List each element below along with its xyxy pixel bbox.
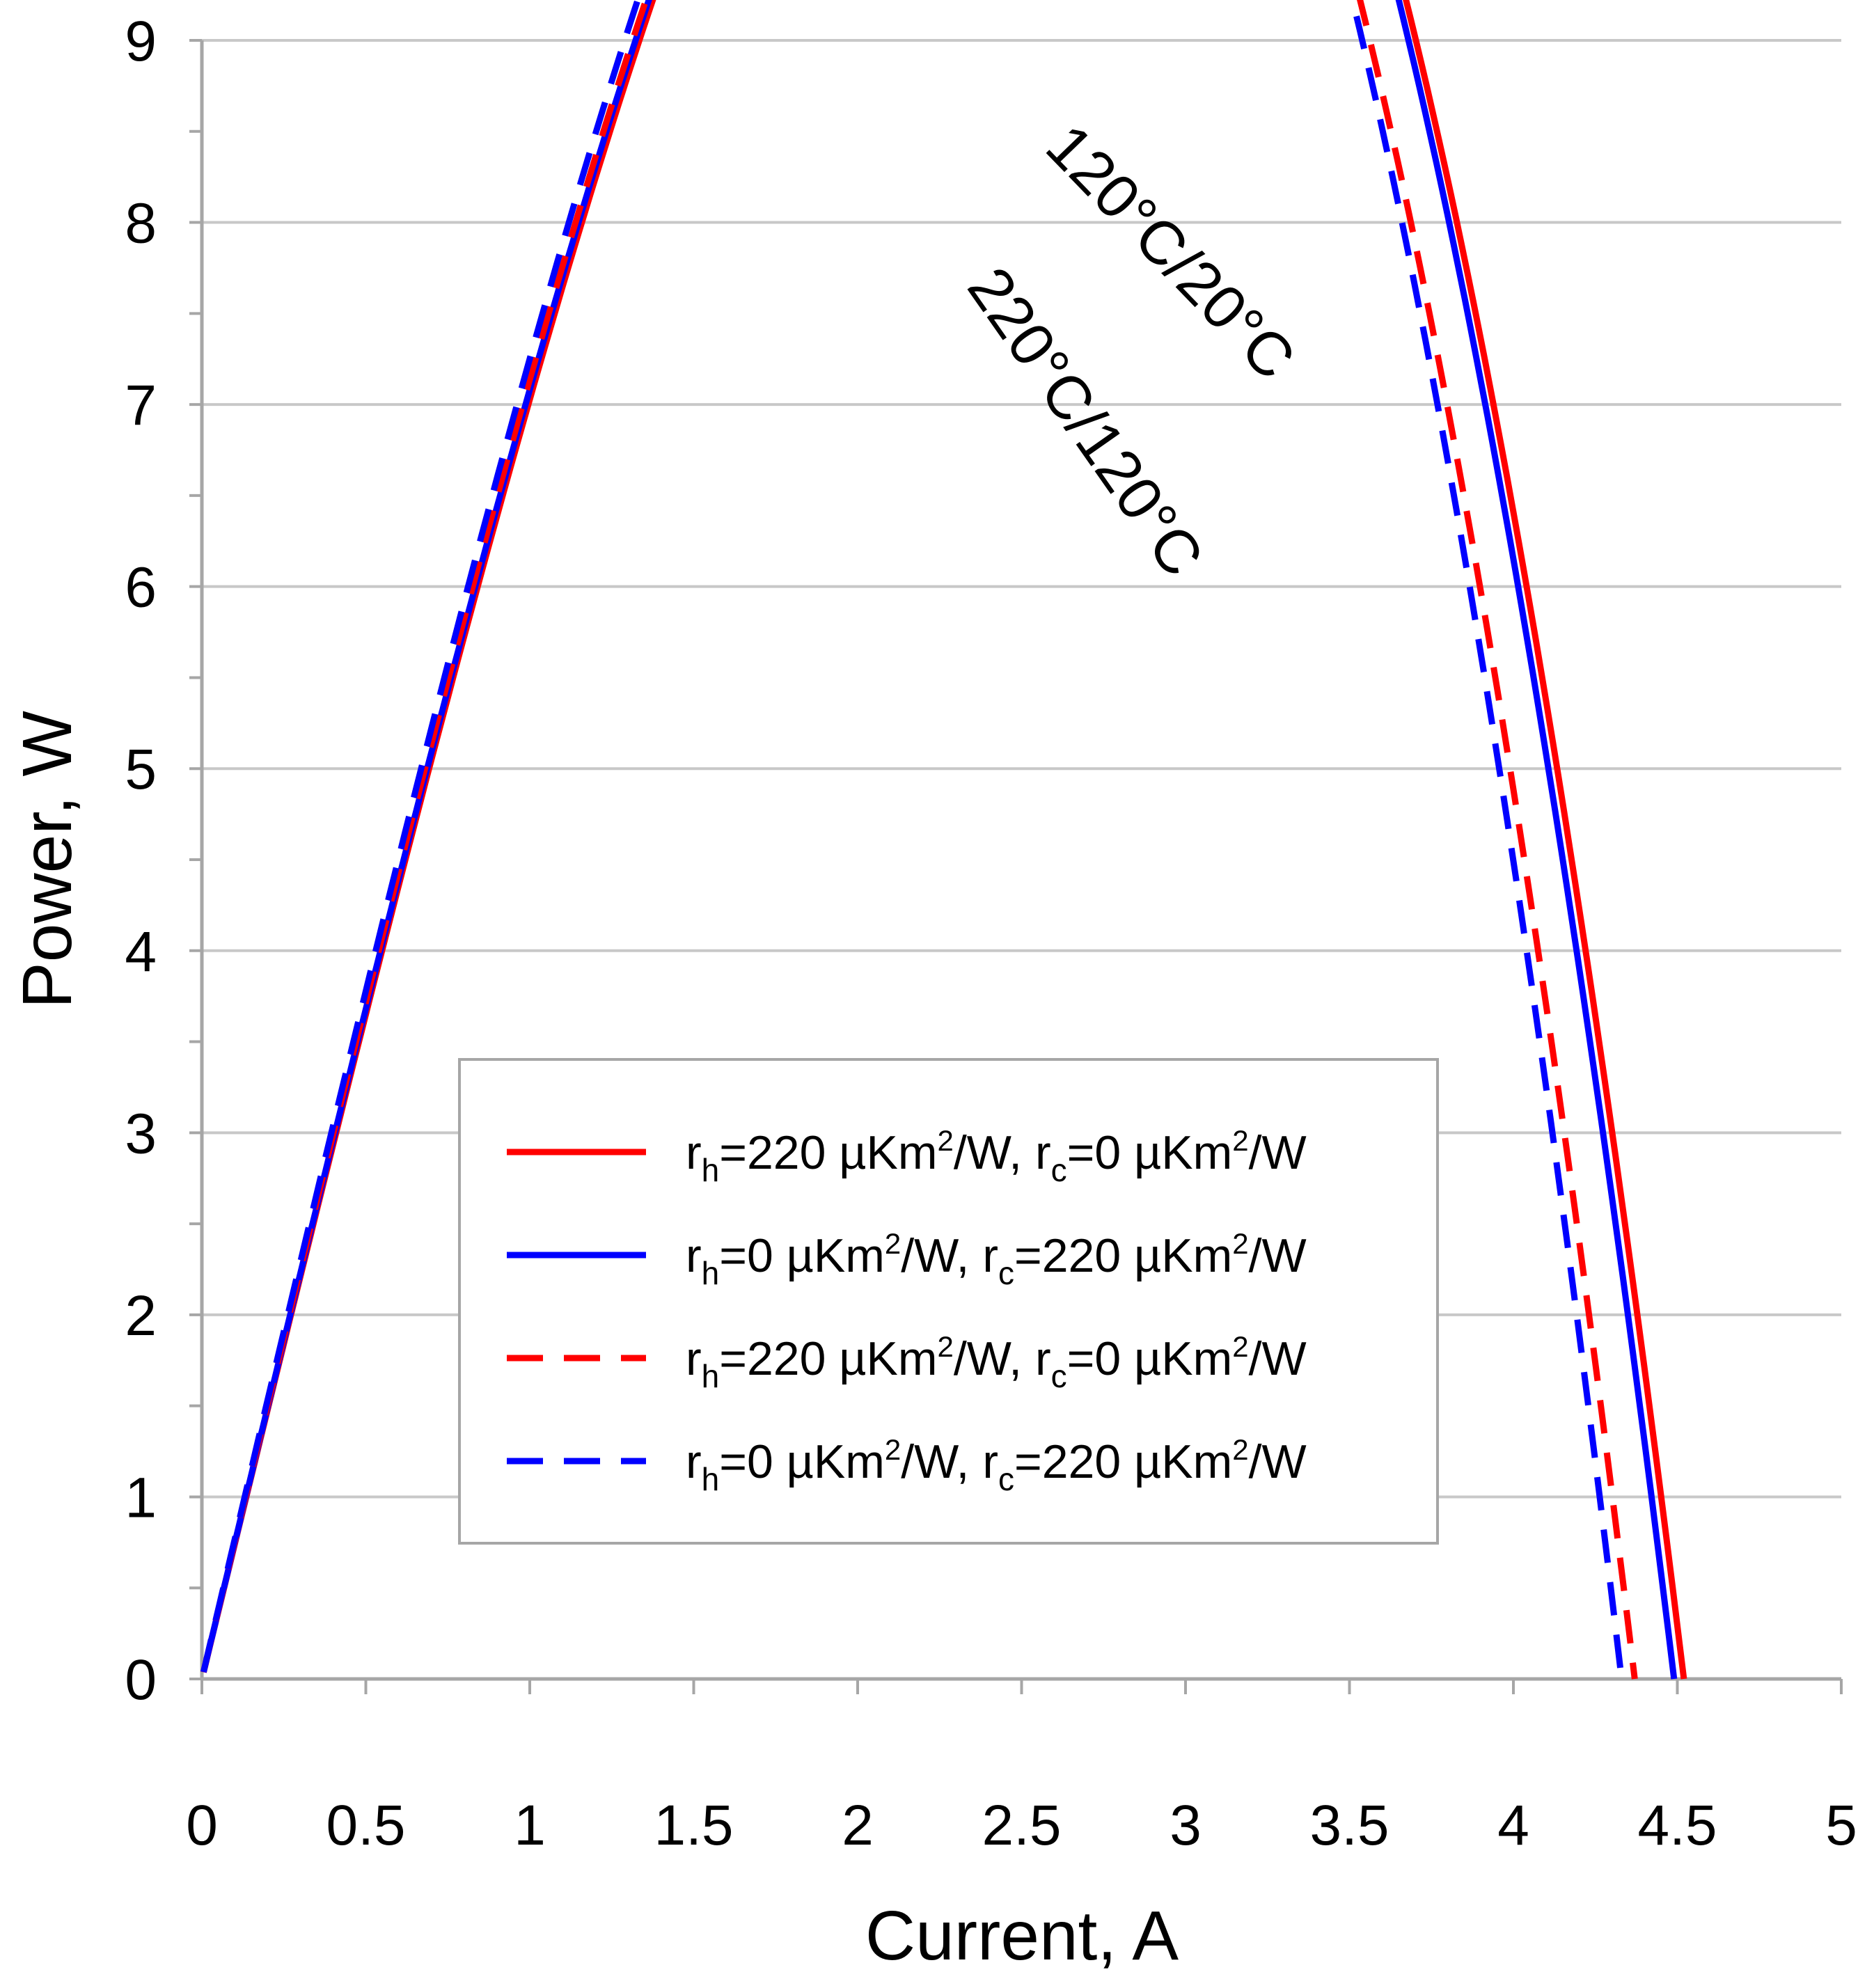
legend-label-part: /W, r [954,1332,1051,1385]
legend-label-part: 2 [1232,1124,1248,1157]
y-axis-title: Power, W [8,710,86,1008]
legend-label-part: /W [1249,1229,1307,1282]
legend-label-part: /W [1249,1435,1307,1488]
legend-label-part: c [998,1255,1014,1291]
y-tick-label: 2 [125,1284,157,1348]
legend-label-part: h [702,1152,720,1188]
y-tick-label: 4 [125,920,157,984]
y-tick-label: 8 [125,192,157,255]
x-axis-title: Current, A [865,1897,1179,1975]
legend-label-part: 2 [1232,1330,1248,1363]
x-tick-label: 0.5 [326,1794,406,1857]
x-tick-label: 2 [842,1794,874,1857]
y-tick-label: 5 [125,738,157,801]
x-tick-label: 3.5 [1310,1794,1389,1857]
legend-label-part: =0 µKm [719,1229,885,1282]
legend-label-part: r [686,1126,702,1179]
legend-label-part: /W [1249,1126,1307,1179]
legend-label-part: =220 µKm [1014,1435,1232,1488]
x-tick-label: 0 [186,1794,218,1857]
legend-label-part: c [1051,1152,1067,1188]
legend-label-part: /W, r [901,1435,998,1488]
legend-label-2: rh=0 µKm2/W, rc=220 µKm2/W [686,1227,1307,1291]
y-tick-label: 7 [125,374,157,437]
legend-label-part: h [702,1255,720,1291]
legend-label-part: r [686,1332,702,1385]
legend-label-part: 2 [885,1433,901,1466]
legend-label-part: =0 µKm [719,1435,885,1488]
x-tick-label: 4 [1497,1794,1529,1857]
legend: rh=220 µKm2/W, rc=0 µKm2/Wrh=0 µKm2/W, r… [458,1058,1439,1545]
x-tick-label: 2.5 [982,1794,1062,1857]
legend-label-3: rh=220 µKm2/W, rc=0 µKm2/W [686,1330,1307,1394]
legend-label-part: h [702,1358,720,1394]
legend-label-part: /W, r [901,1229,998,1282]
legend-label-part: =220 µKm [1014,1229,1232,1282]
legend-label-part: =220 µKm [719,1332,937,1385]
y-tick-label: 6 [125,556,157,620]
legend-label-part: 2 [1232,1433,1248,1466]
series-line-4 [200,0,1625,1680]
series-line-3 [200,0,1638,1680]
x-tick-label: 5 [1825,1794,1857,1857]
legend-label-part: r [686,1229,702,1282]
series-layer [200,0,1687,1680]
x-tick-label: 1 [514,1794,546,1857]
legend-label-part: c [998,1461,1014,1497]
legend-label-1: rh=220 µKm2/W, rc=0 µKm2/W [686,1124,1307,1188]
legend-label-part: =0 µKm [1067,1126,1233,1179]
legend-label-part: /W, r [954,1126,1051,1179]
tick-layer: 0 1 2 3 4 5 6 7 8 9 0 0.5 1 1.5 2 2.5 3 3.5 4 4.5 5 [125,10,1857,1857]
legend-label-part: h [702,1461,720,1497]
y-tick-label: 9 [125,10,157,73]
x-tick-label: 4.5 [1638,1794,1717,1857]
legend-label-part: /W [1249,1332,1307,1385]
y-tick-label: 0 [125,1648,157,1712]
legend-label-4: rh=0 µKm2/W, rc=220 µKm2/W [686,1433,1307,1497]
x-tick-label: 1.5 [654,1794,734,1857]
y-tick-label: 1 [125,1466,157,1529]
y-tick-label: 3 [125,1102,157,1165]
legend-label-part: c [1051,1358,1067,1394]
x-tick-label: 3 [1170,1794,1202,1857]
legend-label-part: =220 µKm [719,1126,937,1179]
legend-label-part: 2 [885,1227,901,1260]
legend-label-part: =0 µKm [1067,1332,1233,1385]
legend-label-part: 2 [938,1330,954,1363]
legend-label-part: r [686,1435,702,1488]
legend-label-part: 2 [1232,1227,1248,1260]
legend-label-part: 2 [938,1124,954,1157]
